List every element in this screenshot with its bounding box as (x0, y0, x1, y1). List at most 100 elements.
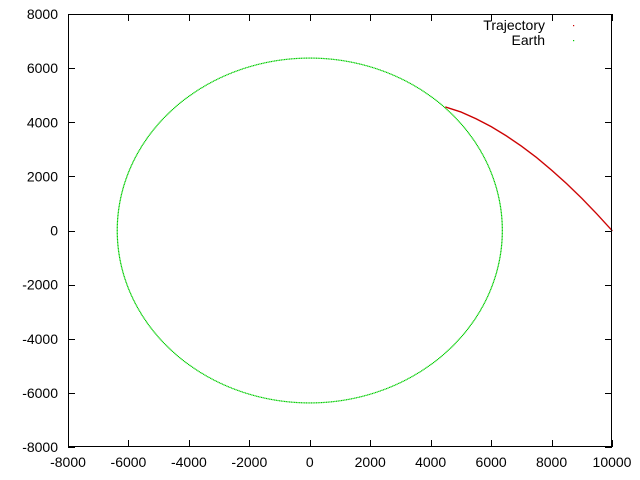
earth-point (390, 386, 392, 388)
earth-point (445, 107, 447, 110)
earth-point (423, 368, 425, 370)
earth-point (481, 152, 483, 155)
earth-point (126, 284, 128, 286)
earth-point (136, 152, 139, 155)
earth-point (119, 259, 121, 262)
earth-point (116, 219, 119, 221)
earth-point (441, 354, 443, 357)
earth-point (344, 60, 346, 62)
earth-point (459, 122, 462, 124)
earth-point (208, 376, 210, 379)
earth-point (476, 145, 478, 147)
earth-point (284, 400, 286, 403)
earth-point (141, 145, 143, 147)
earth-point (501, 231, 503, 233)
earth-point (244, 392, 247, 394)
earth-point (451, 346, 453, 348)
earth-point (227, 73, 229, 75)
earth-point (474, 318, 476, 320)
earth-point (320, 57, 323, 60)
earth-point (198, 88, 200, 90)
earth-point (211, 378, 213, 380)
earth-point (164, 344, 167, 346)
earth-point (122, 186, 124, 188)
earth-point (136, 154, 138, 156)
earth-point (419, 371, 421, 373)
earth-point (121, 192, 123, 194)
earth-point (439, 357, 441, 359)
earth-point (438, 358, 440, 360)
x-tick-label: -6000 (111, 454, 147, 470)
earth-point (153, 331, 155, 333)
earth-point (275, 60, 277, 62)
legend-swatch-earth (573, 40, 575, 42)
earth-point (375, 391, 377, 394)
earth-point (117, 210, 120, 212)
earth-point (439, 102, 441, 104)
earth-point (155, 333, 157, 335)
earth-point (235, 389, 237, 391)
earth-point (482, 305, 484, 307)
earth-point (154, 332, 156, 334)
earth-point (483, 302, 485, 304)
earth-point (129, 291, 131, 293)
earth-point (456, 340, 458, 342)
earth-point (280, 59, 282, 61)
x-tick-label: -8000 (50, 454, 86, 470)
earth-point (485, 159, 487, 161)
earth-point (147, 136, 149, 138)
earth-point (446, 109, 448, 111)
earth-point (462, 333, 465, 335)
earth-point (423, 91, 425, 93)
x-tick-label: 2000 (355, 454, 386, 470)
earth-point (378, 68, 380, 71)
earth-point (130, 165, 132, 167)
earth-point (257, 396, 259, 398)
earth-point (471, 322, 473, 324)
earth-point (493, 180, 495, 183)
earth-point (352, 397, 354, 400)
earth-point (501, 229, 503, 232)
earth-point (158, 122, 160, 124)
earth-point (289, 58, 291, 60)
earth-point (324, 401, 326, 403)
earth-point (464, 331, 467, 333)
earth-point (254, 64, 256, 66)
earth-point (264, 397, 266, 399)
earth-point (382, 70, 385, 72)
earth-point (384, 388, 386, 390)
earth-point (480, 308, 482, 310)
earth-point (408, 377, 410, 379)
earth-point (379, 390, 381, 392)
earth-point (205, 84, 207, 86)
earth-point (118, 208, 120, 211)
earth-point (438, 101, 440, 103)
earth-point (319, 57, 321, 59)
series-trajectory (445, 106, 613, 232)
earth-point (118, 204, 120, 206)
earth-point (185, 361, 187, 364)
earth-point (150, 327, 152, 329)
earth-point (431, 362, 433, 365)
earth-point (396, 383, 398, 385)
earth-point (147, 323, 149, 325)
earth-point (265, 61, 268, 64)
earth-point (309, 402, 311, 404)
earth-point (491, 286, 493, 288)
earth-point (126, 175, 128, 177)
earth-point (498, 198, 500, 200)
earth-point (491, 173, 493, 175)
earth-point (170, 110, 172, 112)
earth-point (290, 401, 292, 403)
earth-point (237, 70, 239, 72)
earth-point (118, 252, 120, 254)
earth-point (501, 232, 503, 235)
earth-point (496, 270, 498, 272)
earth-point (297, 57, 299, 60)
earth-point (440, 356, 442, 358)
earth-point (345, 399, 348, 401)
earth-point (189, 94, 191, 97)
earth-point (498, 197, 500, 199)
earth-point (352, 61, 354, 64)
